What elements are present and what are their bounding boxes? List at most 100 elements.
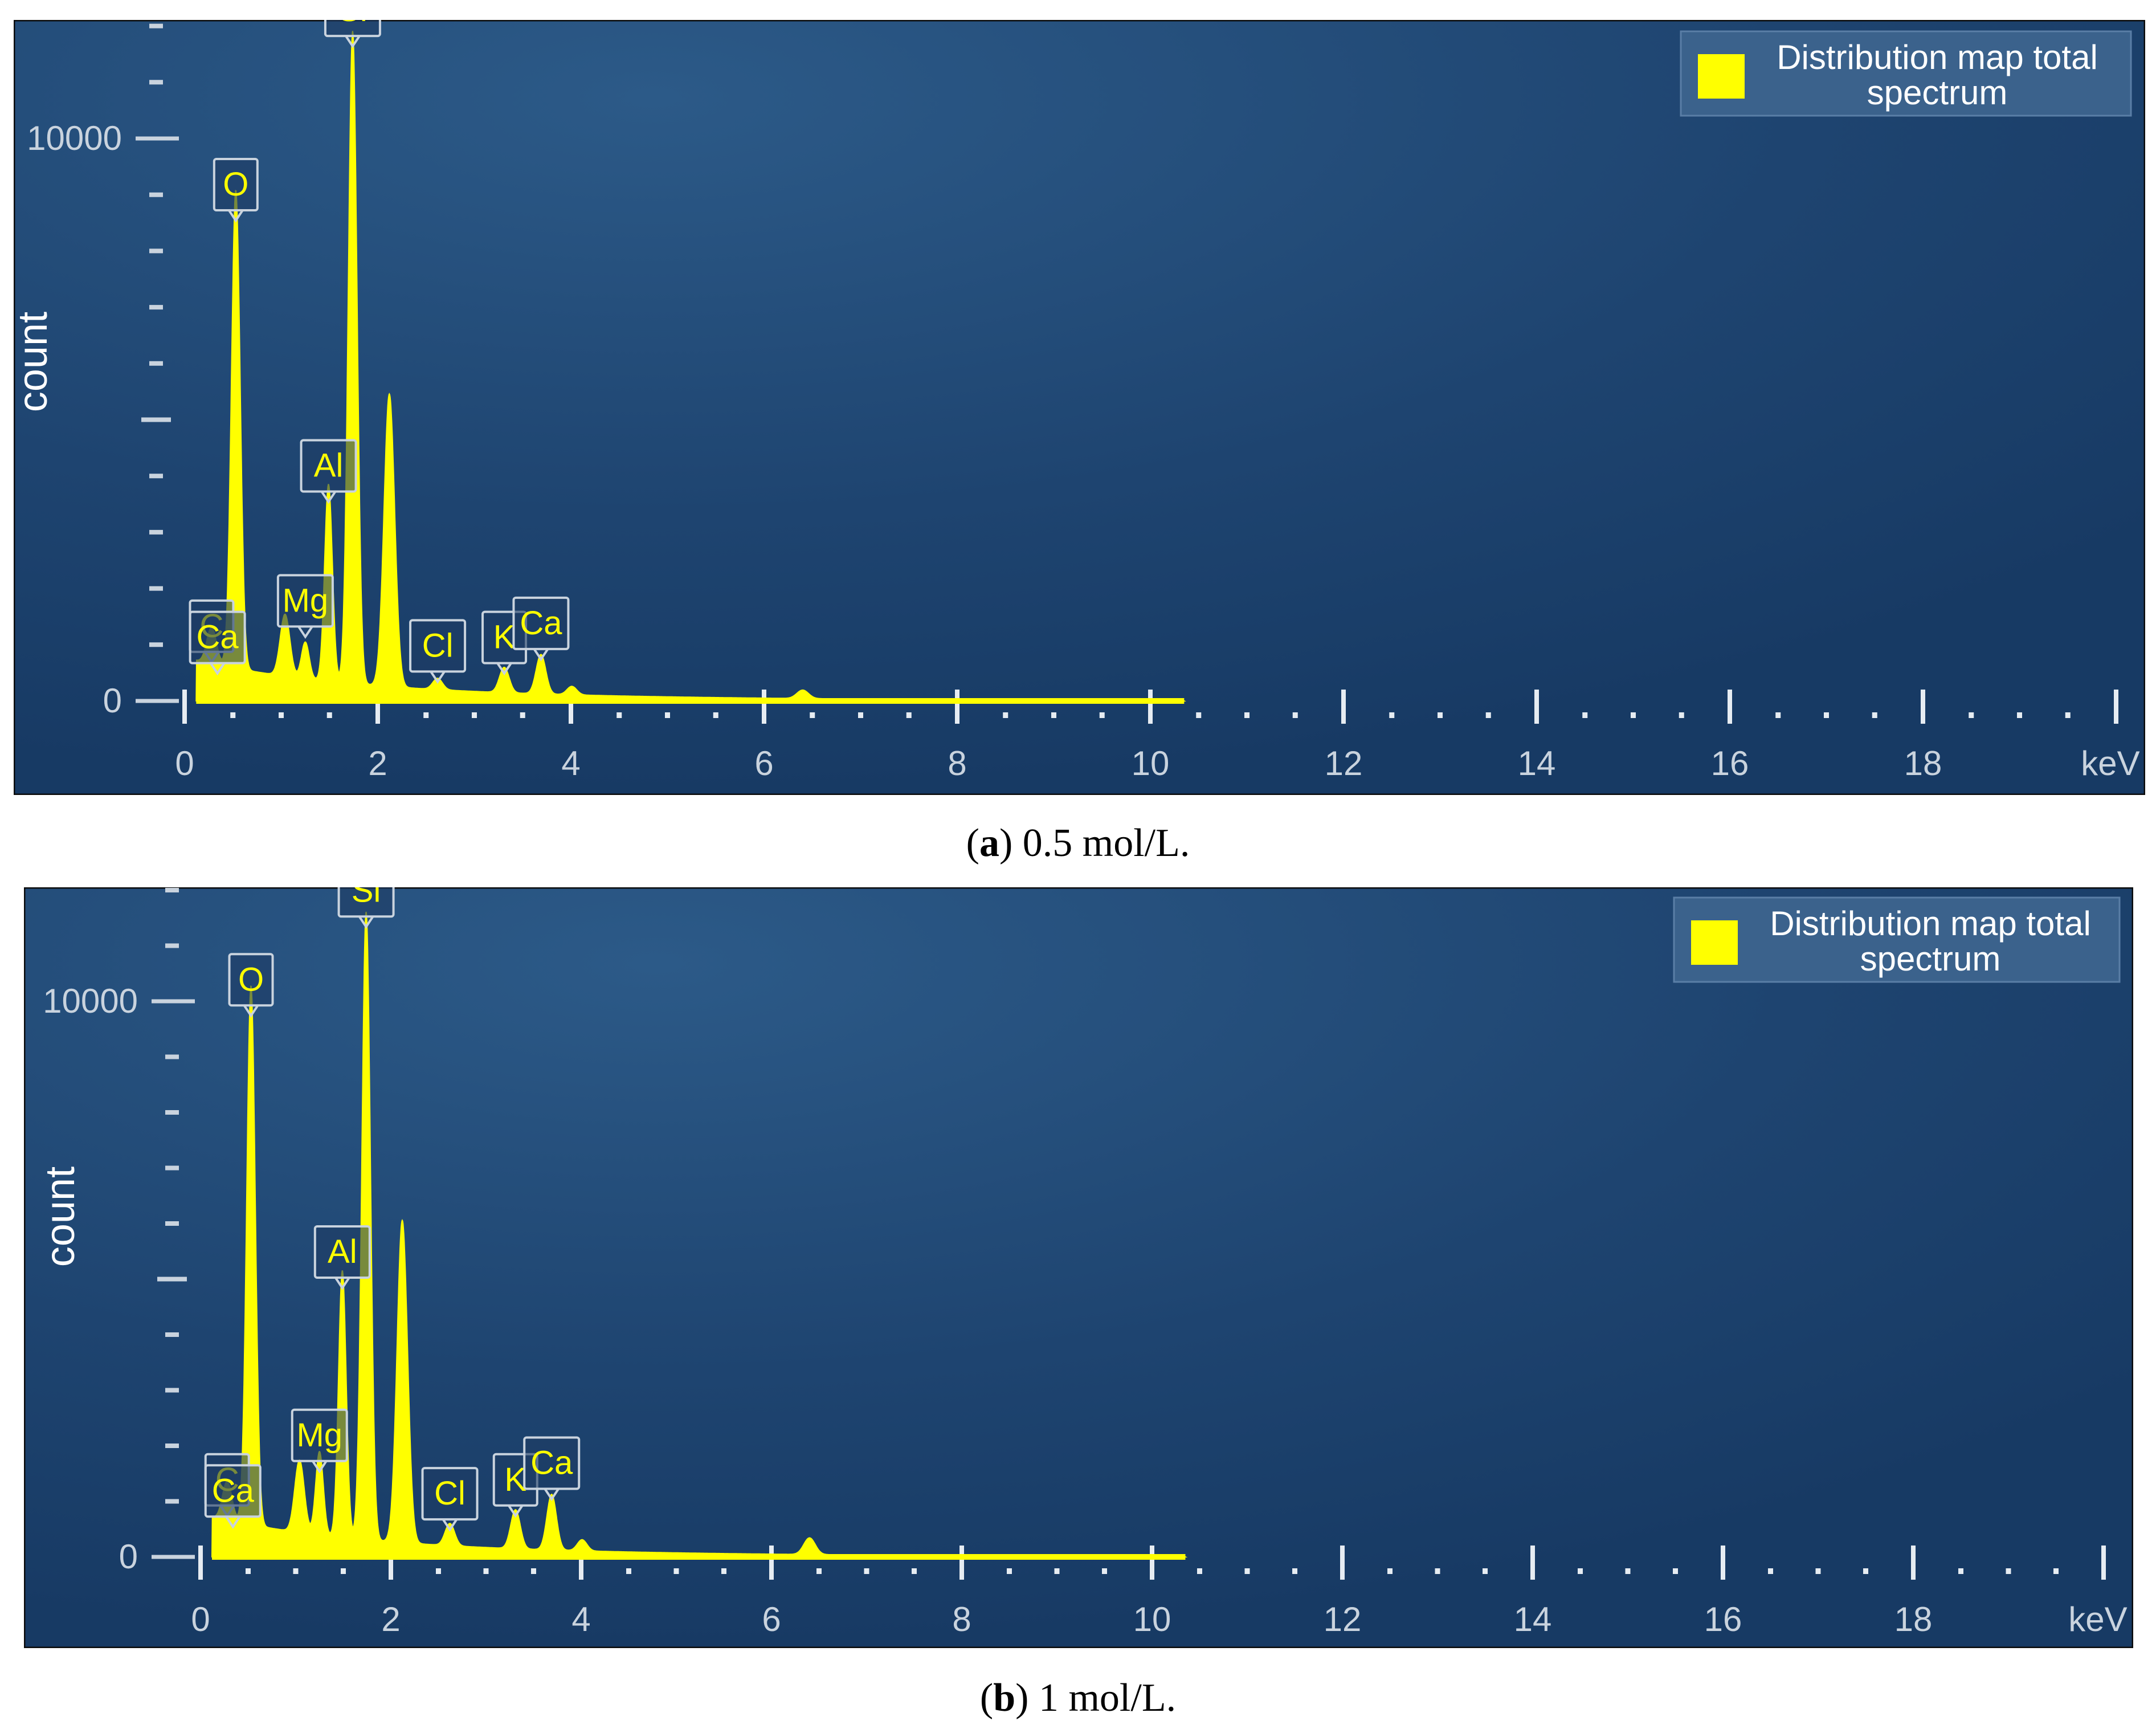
element-label-mg: Mg (276, 574, 334, 639)
legend-box (1680, 30, 2132, 117)
x-tick-label: 2 (381, 1600, 400, 1638)
element-label-pointer (243, 1005, 259, 1018)
element-label-ca: Ca (204, 1464, 262, 1529)
element-label-text: Cl (434, 1475, 466, 1512)
element-label-o: O (213, 158, 259, 223)
spectrum-chart-a: 010000count024681012141618keVSiOAlCCaMgC… (14, 20, 2145, 795)
y-tick-label: 10000 (43, 982, 138, 1020)
x-axis-label: keV (2068, 1600, 2127, 1638)
element-label-box (204, 1464, 262, 1518)
element-label-text: K (504, 1461, 526, 1498)
x-tick-label: 18 (1894, 1600, 1933, 1638)
x-tick-label: 16 (1711, 744, 1749, 782)
element-label-pointer (334, 1277, 350, 1290)
caption-b-letter: b (993, 1676, 1016, 1720)
y-tick-label: 0 (103, 682, 122, 720)
element-label-box (291, 1408, 348, 1462)
x-tick-label: 6 (762, 1600, 781, 1638)
x-tick-label: 0 (191, 1600, 210, 1638)
y-tick-label: 0 (119, 1538, 138, 1576)
element-label-pointer (209, 662, 226, 676)
y-axis-label: count (38, 1167, 83, 1267)
element-label-pointer (312, 1460, 328, 1474)
element-label-box (213, 158, 259, 212)
x-tick-label: 8 (952, 1600, 971, 1638)
element-label-text: Si (338, 20, 368, 28)
legend-label-line2: spectrum (1867, 74, 2008, 112)
element-label-box (421, 1467, 479, 1521)
element-label-text: Ca (212, 1472, 255, 1509)
legend-swatch (1691, 920, 1738, 965)
element-label-text: O (238, 961, 264, 998)
element-label-box (300, 439, 357, 493)
x-tick-label: 2 (368, 744, 387, 782)
element-label-pointer (430, 671, 446, 684)
element-label-al: Al (300, 439, 357, 504)
element-label-si: Si (324, 20, 381, 48)
x-tick-label: 8 (948, 744, 966, 782)
x-tick-label: 16 (1704, 1600, 1742, 1638)
element-label-cl: Cl (421, 1467, 479, 1532)
element-label-si: Si (337, 887, 395, 929)
legend-swatch (1698, 54, 1745, 99)
element-label-pointer (358, 916, 374, 929)
element-label-pointer (345, 35, 361, 48)
element-label-pointer (228, 209, 244, 223)
element-label-pointer (508, 1504, 524, 1518)
x-tick-label: 10 (1132, 744, 1170, 782)
element-label-text: Mg (296, 1417, 342, 1454)
element-label-box (189, 610, 246, 664)
legend-label-line1: Distribution map total (1770, 904, 2091, 943)
x-tick-label: 18 (1904, 744, 1942, 782)
x-axis-label: keV (2081, 744, 2139, 782)
legend-label-line1: Distribution map total (1777, 38, 2098, 76)
element-label-pointer (442, 1519, 458, 1532)
element-label-text: Al (314, 447, 344, 484)
element-label-pointer (320, 491, 337, 504)
x-tick-label: 4 (561, 744, 580, 782)
element-label-text: Mg (283, 582, 329, 619)
element-label-o: O (228, 953, 274, 1018)
element-label-pointer (544, 1488, 560, 1502)
element-label-text: Ca (197, 619, 239, 656)
element-label-pointer (297, 626, 313, 639)
element-label-box (512, 596, 570, 650)
y-axis-label: count (14, 312, 56, 412)
x-tick-label: 10 (1133, 1600, 1171, 1638)
element-label-ca: Ca (523, 1436, 581, 1502)
x-tick-label: 4 (571, 1600, 590, 1638)
element-label-text: O (223, 166, 248, 203)
element-label-box (313, 1225, 371, 1279)
x-tick-label: 0 (175, 744, 194, 782)
element-label-ca: Ca (189, 610, 246, 676)
element-label-mg: Mg (291, 1408, 348, 1474)
caption-a-text: 0.5 mol/L. (1022, 821, 1190, 865)
element-label-box (409, 619, 467, 673)
spectrum-chart-b: 010000count024681012141618keVSiOAlCCaMgC… (24, 887, 2133, 1648)
element-label-pointer (225, 1516, 241, 1529)
element-label-box (228, 953, 274, 1007)
element-label-box (276, 574, 334, 628)
x-tick-label: 12 (1324, 1600, 1362, 1638)
element-label-text: Al (328, 1233, 357, 1270)
element-label-pointer (496, 662, 512, 676)
legend-label-line2: spectrum (1860, 940, 2001, 978)
element-label-text: K (493, 619, 516, 656)
element-label-text: Si (352, 887, 381, 909)
element-label-box (523, 1436, 581, 1490)
y-tick-label: 10000 (27, 119, 122, 157)
element-label-box (337, 887, 395, 918)
element-label-box (324, 20, 381, 38)
caption-a: (a) 0.5 mol/L. (966, 821, 1190, 865)
element-label-text: Ca (530, 1445, 573, 1482)
plot-background (14, 20, 2145, 795)
element-label-al: Al (313, 1225, 371, 1290)
x-tick-label: 12 (1325, 744, 1363, 782)
element-label-ca: Ca (512, 596, 570, 662)
element-label-cl: Cl (409, 619, 467, 684)
element-label-pointer (533, 648, 549, 662)
caption-a-letter: a (979, 821, 999, 865)
x-tick-label: 6 (754, 744, 773, 782)
